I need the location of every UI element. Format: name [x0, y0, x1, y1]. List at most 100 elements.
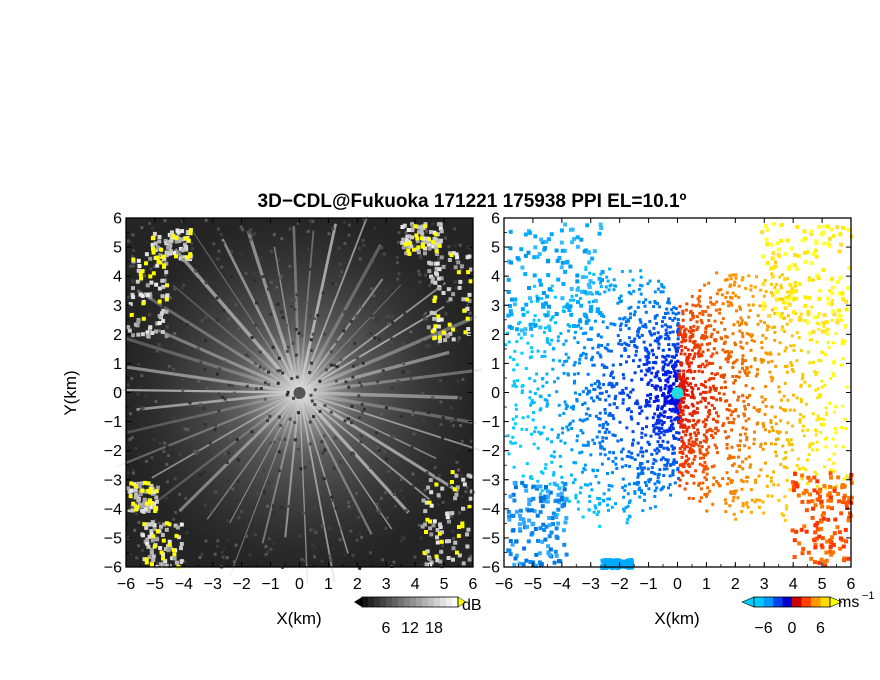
- snr-echo-pixel: [152, 501, 157, 506]
- velocity-edge-pixel: [541, 302, 545, 307]
- velocity-pixel: [816, 414, 820, 418]
- snr-echo-pixel: [429, 560, 434, 565]
- snr-high-pixel: [140, 488, 145, 493]
- velocity-pixel: [621, 447, 625, 451]
- velocity-edge-pixel: [576, 300, 580, 305]
- snr-high-pixel: [463, 330, 468, 335]
- snr-noise-pixel: [454, 279, 457, 283]
- velocity-pixel: [728, 301, 732, 305]
- snr-noise-pixel: [269, 280, 273, 284]
- snr-high-pixel: [450, 470, 455, 475]
- velocity-pixel: [623, 346, 627, 350]
- velocity-pixel: [676, 466, 680, 470]
- velocity-pixel: [629, 410, 633, 414]
- velocity-pixel: [673, 316, 677, 320]
- snr-noise-pixel: [285, 349, 289, 353]
- velocity-pixel: [599, 272, 603, 276]
- velocity-edge-pixel: [562, 499, 567, 504]
- velocity-pixel: [659, 427, 663, 430]
- snr-high-pixel: [427, 500, 432, 505]
- velocity-pixel: [660, 284, 664, 288]
- snr-noise-pixel: [338, 538, 342, 542]
- snr-high-pixel: [139, 276, 144, 281]
- velocity-edge-pixel: [819, 543, 824, 548]
- velocity-pixel: [716, 429, 720, 433]
- velocity-edge-pixel: [761, 281, 766, 286]
- velocity-pixel: [692, 329, 696, 333]
- snr-noise-pixel: [358, 257, 362, 261]
- velocity-pixel: [790, 368, 794, 371]
- snr-noise-pixel: [419, 388, 423, 392]
- velocity-pixel: [566, 372, 570, 376]
- velocity-pixel: [692, 444, 696, 448]
- velocity-pixel: [636, 441, 640, 445]
- velocity-edge-pixel: [772, 222, 776, 226]
- velocity-pixel: [779, 286, 783, 290]
- velocity-pixel: [682, 442, 686, 446]
- velocity-pixel: [550, 440, 554, 444]
- snr-echo-pixel: [145, 537, 150, 542]
- velocity-pixel: [597, 343, 601, 347]
- snr-noise-pixel: [132, 280, 135, 284]
- velocity-pixel: [628, 455, 632, 459]
- velocity-edge-pixel: [529, 508, 534, 513]
- velocity-edge-pixel: [582, 249, 587, 254]
- snr-high-pixel: [422, 550, 427, 555]
- velocity-pixel: [671, 343, 675, 347]
- velocity-edge-pixel: [838, 232, 843, 237]
- velocity-colorbar-frame: [753, 596, 831, 608]
- velocity-pixel: [586, 407, 590, 411]
- snr-echo-pixel: [469, 267, 473, 272]
- velocity-edge-pixel: [523, 484, 528, 489]
- velocity-pixel: [612, 278, 616, 282]
- velocity-edge-pixel: [764, 223, 768, 228]
- snr-echo-pixel: [155, 485, 160, 490]
- velocity-pixel: [773, 286, 777, 289]
- snr-echo-pixel: [419, 228, 424, 232]
- snr-echo-pixel: [150, 242, 155, 247]
- snr-noise-pixel: [387, 469, 391, 473]
- velocity-pixel: [666, 440, 670, 444]
- velocity-pixel: [832, 374, 836, 378]
- velocity-pixel: [599, 452, 603, 456]
- velocity-pixel: [630, 451, 634, 455]
- velocity-pixel: [608, 267, 612, 271]
- velocity-pixel: [750, 498, 754, 502]
- velocity-pixel: [792, 393, 795, 397]
- velocity-edge-pixel: [563, 520, 568, 525]
- velocity-pixel: [698, 295, 702, 299]
- velocity-pixel: [633, 343, 637, 347]
- snr-ray: [299, 391, 481, 451]
- velocity-pixel: [729, 479, 733, 483]
- velocity-pixel: [771, 326, 775, 330]
- velocity-pixel: [729, 283, 732, 287]
- snr-echo-pixel: [423, 246, 427, 251]
- snr-echo-pixel: [141, 533, 145, 538]
- velocity-pixel: [581, 390, 585, 394]
- snr-noise-pixel: [309, 393, 313, 397]
- velocity-edge-pixel: [513, 556, 518, 561]
- velocity-pixel: [623, 341, 627, 345]
- left-x-ticks: −6 −5 −4 −3 −2 −1 0 1 2 3 4 5 6: [117, 218, 478, 593]
- velocity-pixel: [602, 492, 606, 496]
- velocity-edge-pixel: [563, 222, 568, 227]
- velocity-pixel: [684, 346, 687, 350]
- snr-high-pixel: [161, 538, 166, 543]
- velocity-pixel: [588, 414, 592, 417]
- snr-noise-pixel: [459, 424, 463, 427]
- velocity-pixel: [834, 405, 837, 409]
- velocity-pixel: [684, 433, 688, 437]
- snr-noise-pixel: [349, 481, 353, 485]
- velocity-pixel: [731, 499, 735, 503]
- velocity-edge-pixel: [845, 506, 849, 510]
- velocity-pixel: [605, 427, 609, 431]
- velocity-edge-pixel: [831, 550, 835, 555]
- snr-noise-pixel: [304, 301, 308, 305]
- velocity-pixel: [683, 352, 687, 356]
- velocity-pixel: [698, 448, 702, 452]
- velocity-pixel: [830, 318, 834, 322]
- snr-echo-pixel: [161, 284, 166, 289]
- snr-echo-pixel: [441, 264, 446, 269]
- velocity-pixel: [723, 327, 727, 331]
- velocity-pixel: [734, 276, 738, 280]
